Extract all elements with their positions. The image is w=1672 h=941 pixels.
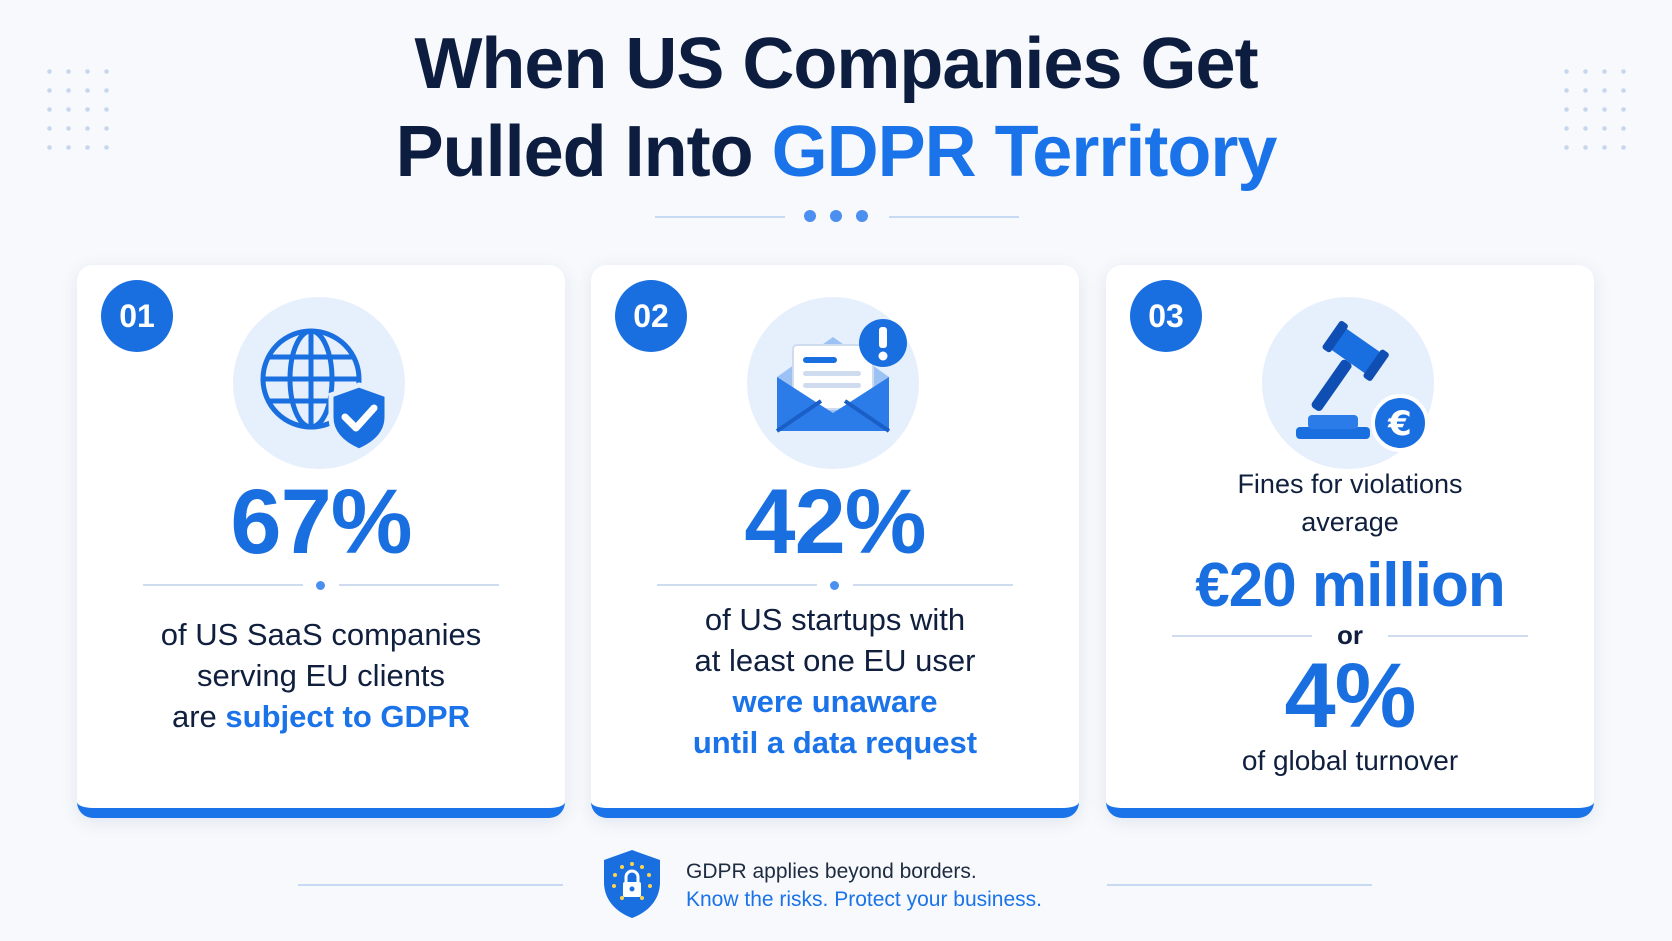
envelope-alert-icon (747, 297, 919, 469)
svg-text:€: € (1387, 404, 1412, 444)
decorative-dot-grid-left (40, 62, 115, 152)
stat-description: of US SaaS companies serving EU clients … (160, 617, 482, 734)
decorative-dot-grid-right (1557, 62, 1632, 152)
stat-card-1: 01 67% of US SaaS companies serving EU c… (77, 265, 565, 818)
stat-separator (143, 579, 499, 591)
stat-value: €20 million (1195, 551, 1505, 620)
card-number-badge: 03 (1130, 280, 1202, 352)
fine-lead-text: Fines for violations average (1237, 469, 1463, 537)
footer-line-1: GDPR applies beyond borders. (686, 860, 977, 883)
title-divider (0, 206, 1672, 226)
card-number-badge: 01 (101, 280, 173, 352)
title-line-1: When US Companies Get (414, 24, 1258, 104)
stat-card-3: 03 € Fines for violations average €20 mi… (1106, 265, 1594, 818)
stat-card-2: 02 42% of US startups with at least one … (591, 265, 1079, 818)
stat-description: of US startups with at least one EU user… (692, 602, 978, 760)
footer-divider-left (298, 884, 563, 886)
stat-description: of global turnover (1241, 745, 1459, 776)
globe-shield-icon (233, 297, 405, 469)
card-number-badge: 02 (615, 280, 687, 352)
page-title: When US Companies Get Pulled Into GDPR T… (0, 20, 1672, 196)
stat-value: 67% (230, 471, 412, 573)
footer-divider-right (1107, 884, 1372, 886)
title-line-2: Pulled Into (395, 112, 772, 192)
stat-separator (1172, 630, 1528, 642)
stat-connector: or (1337, 620, 1363, 650)
gavel-euro-icon: € (1262, 297, 1434, 469)
stat-value-secondary: 4% (1284, 645, 1417, 747)
footer-message: GDPR applies beyond borders. Know the ri… (686, 858, 1042, 914)
footer-line-2: Know the risks. Protect your business. (686, 888, 1042, 911)
stat-value: 42% (744, 471, 926, 573)
title-accent: GDPR Territory (771, 112, 1278, 192)
shield-lock-icon (604, 850, 660, 918)
stat-separator (657, 579, 1013, 591)
